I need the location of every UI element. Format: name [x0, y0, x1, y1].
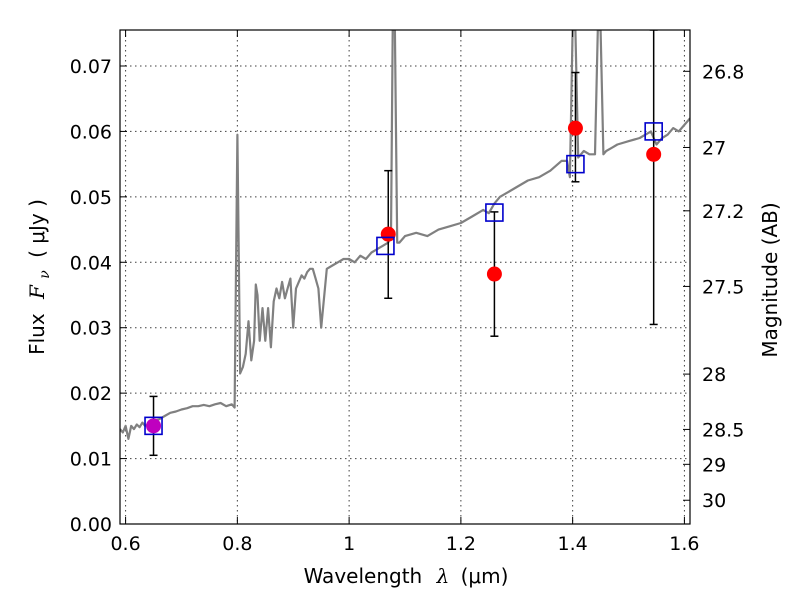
x-axis-label: Wavelength λ (μm) — [304, 564, 509, 588]
x-tick-label: 0.8 — [222, 533, 252, 555]
mag-tick-label: 28 — [702, 364, 726, 386]
model-band-marker — [566, 154, 585, 174]
x-axis-label-unit: (μm) — [461, 564, 509, 588]
y-tick-label: 0.05 — [70, 187, 112, 209]
x-tick-label: 1.6 — [669, 533, 699, 555]
y-tick-label: 0.01 — [70, 449, 112, 471]
x-axis-label-symbol: λ — [436, 564, 450, 588]
mag-tick-label: 27.2 — [702, 201, 744, 223]
x-tick-label: 1 — [343, 533, 355, 555]
y-axis-label-symbol: F — [25, 284, 49, 300]
plot-frame — [119, 29, 691, 525]
y-tick-label: 0.00 — [70, 514, 112, 536]
x-tick-label: 1.2 — [446, 533, 476, 555]
x-tick-label: 1.4 — [558, 533, 588, 555]
model-band-marker — [485, 203, 504, 222]
mag-tick-label: 26.8 — [702, 61, 744, 83]
observed-point — [486, 266, 502, 282]
y-tick-label: 0.04 — [70, 252, 112, 274]
mag-tick-label: 29 — [702, 454, 726, 476]
y-axis-label-subscript: ν — [37, 270, 53, 279]
mag-tick-label: 30 — [702, 490, 726, 512]
model-band-marker — [644, 122, 663, 141]
y-tick-label: 0.02 — [70, 383, 112, 405]
mag-tick-label: 27 — [702, 137, 726, 159]
mag-tick-label: 28.5 — [702, 419, 744, 441]
observed-point — [146, 418, 162, 434]
y-tick-label: 0.03 — [70, 318, 112, 340]
y-tick-label: 0.06 — [70, 121, 112, 143]
series-layer — [120, 30, 690, 457]
y-tick-label: 0.07 — [70, 56, 112, 78]
x-tick-label: 0.6 — [110, 533, 140, 555]
right-axis-label: Magnitude (AB) — [758, 202, 782, 357]
y-axis-label-prefix: Flux — [25, 313, 49, 355]
model-band-marker — [376, 236, 395, 256]
model-spectrum-line — [120, 30, 690, 440]
y-axis-label-unit: ( μJy ) — [25, 199, 49, 258]
y-axis-label: Flux F ν ( μJy ) — [25, 199, 54, 355]
observed-point — [646, 146, 662, 162]
observed-point — [567, 120, 583, 136]
mag-tick-label: 27.5 — [702, 276, 744, 298]
model-band-marker — [144, 416, 163, 436]
x-axis-label-prefix: Wavelength — [304, 564, 423, 588]
tick-layer: 0.6 0.8 1 1.2 1.4 1.6 0.00 0.01 0.02 0.03 0.04 0.05… — [70, 30, 744, 555]
